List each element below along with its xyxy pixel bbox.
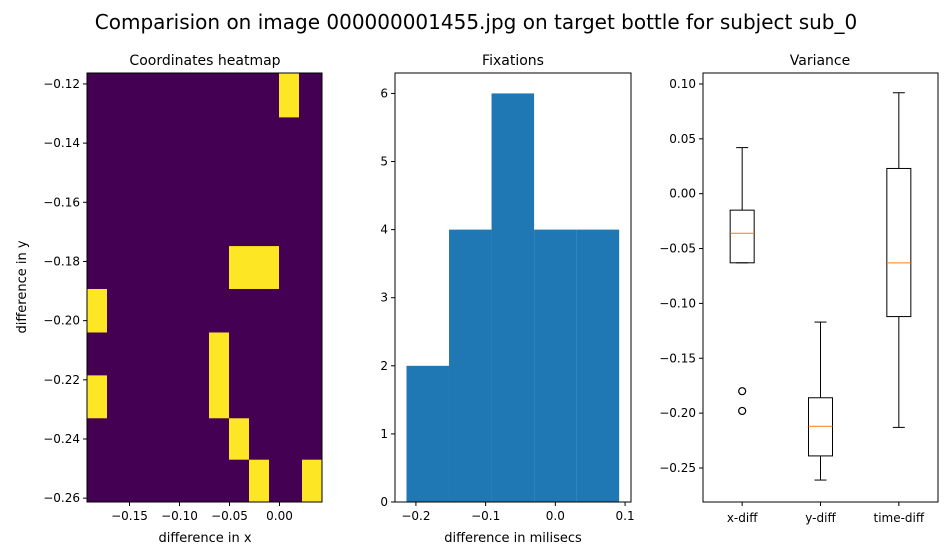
heatmap-title: Coordinates heatmap (129, 53, 280, 69)
fixations-ytick-label: 5 (380, 155, 388, 169)
variance-xtick-label: time-diff (873, 511, 924, 525)
variance-axes-frame (702, 72, 939, 503)
heatmap-xtick-label: −0.15 (111, 509, 148, 523)
heatmap-ylabel: difference in y (15, 240, 30, 333)
fixations-panel: Fixations −0.2 −0.1 0.0 0.1 0 1 2 3 4 5 6 differen… (380, 53, 634, 546)
histogram-bar (491, 93, 535, 502)
heatmap-cell (209, 332, 229, 419)
heatmap-cell (229, 246, 279, 289)
heatmap-axes-frame (86, 72, 323, 503)
histogram-bar (576, 229, 620, 502)
heatmap-cell (229, 418, 249, 460)
variance-plot-area: x-diff y-diff time-diff 0.10 0.05 0.00 −0.05 −0… (659, 72, 939, 525)
fixations-xtick-label: −0.2 (401, 509, 430, 523)
fixations-plot-area: −0.2 −0.1 0.0 0.1 0 1 2 3 4 5 6 (380, 72, 635, 523)
heatmap-cell (87, 375, 107, 419)
heatmap-ytick-label: −0.24 (43, 432, 80, 446)
histogram-bar (534, 229, 577, 502)
fixations-axes-frame (394, 72, 632, 503)
heatmap-ytick-label: −0.18 (43, 254, 80, 268)
heatmap-xtick-label: 0.00 (266, 509, 293, 523)
variance-ytick-label: 0.00 (669, 187, 696, 201)
heatmap-ytick-label: −0.20 (43, 314, 80, 328)
box-iqr (729, 209, 755, 264)
variance-ytick-label: −0.10 (659, 296, 696, 310)
variance-title: Variance (790, 53, 850, 69)
fixations-ytick-label: 3 (380, 291, 388, 305)
heatmap-xtick-label: −0.10 (161, 509, 198, 523)
box-outlier-point (738, 387, 747, 396)
fixations-xtick-label: 0.1 (616, 509, 635, 523)
variance-panel: Variance x-diff y-diff time-diff 0.10 0.05 0.… (659, 53, 939, 525)
fixations-ytick-label: 4 (380, 223, 388, 237)
fixations-ytick-label: 2 (380, 359, 388, 373)
variance-ytick-label: −0.05 (659, 242, 696, 256)
heatmap-plot-area: −0.15 −0.10 −0.05 0.00 −0.12 −0.14 −0.16 −0.18 −… (43, 72, 323, 523)
heatmap-ytick-label: −0.16 (43, 195, 80, 209)
histogram-bar (449, 229, 492, 502)
heatmap-cell (279, 73, 299, 118)
heatmap-ytick-label: −0.12 (43, 77, 80, 91)
variance-xtick-label: y-diff (805, 511, 836, 525)
heatmap-panel: Coordinates heatmap −0.15 −0.10 −0.05 0.00−… (15, 53, 323, 546)
fixations-xtick-label: −0.1 (471, 509, 500, 523)
fixations-ytick-label: 0 (380, 495, 388, 509)
figure-suptitle: Comparision on image 000000001455.jpg on… (95, 10, 857, 34)
fixations-title: Fixations (482, 53, 544, 69)
variance-ytick-label: −0.15 (659, 351, 696, 365)
heatmap-xtick-label: −0.05 (211, 509, 248, 523)
fixations-xtick-label: 0.0 (546, 509, 565, 523)
fixations-ytick-label: 1 (380, 427, 388, 441)
heatmap-ytick-label: −0.22 (43, 373, 80, 387)
heatmap-cell (249, 459, 269, 502)
box-outlier-point (738, 406, 747, 416)
box-iqr (808, 397, 833, 457)
heatmap-cell (87, 288, 107, 333)
variance-ytick-label: 0.05 (669, 132, 696, 146)
heatmap-background (87, 73, 322, 502)
heatmap-ytick-label: −0.26 (43, 491, 80, 505)
variance-xtick-label: x-diff (727, 511, 758, 525)
heatmap-cell (302, 459, 322, 502)
variance-ytick-label: 0.10 (669, 77, 696, 91)
variance-ytick-label: −0.20 (659, 406, 696, 420)
heatmap-ytick-label: −0.14 (43, 136, 80, 150)
fixations-xlabel: difference in milisecs (444, 531, 582, 546)
heatmap-xlabel: difference in x (158, 531, 251, 546)
histogram-bar (406, 365, 450, 502)
variance-ytick-label: −0.25 (659, 461, 696, 475)
box-iqr (886, 167, 912, 318)
fixations-ytick-label: 6 (380, 86, 388, 100)
